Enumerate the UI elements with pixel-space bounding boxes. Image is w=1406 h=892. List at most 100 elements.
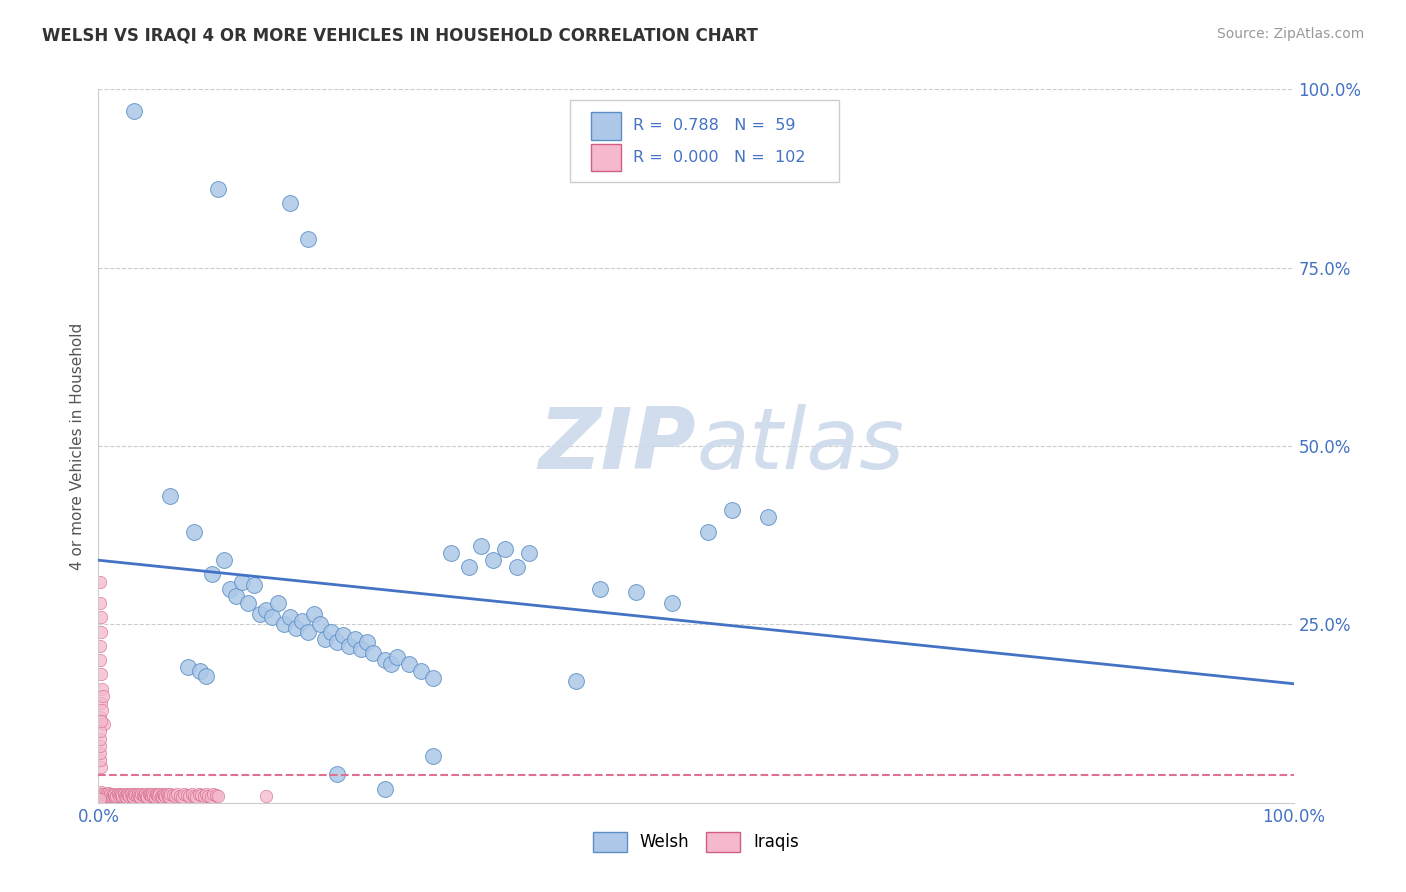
Point — [107, 789, 129, 804]
Point — [193, 789, 215, 804]
Point — [90, 667, 112, 681]
Point — [187, 787, 209, 801]
Point — [127, 787, 149, 801]
Point — [326, 767, 349, 781]
Point — [260, 610, 283, 624]
FancyBboxPatch shape — [571, 100, 839, 182]
FancyBboxPatch shape — [591, 144, 620, 171]
Point — [89, 731, 111, 746]
Point — [204, 788, 226, 802]
Point — [93, 717, 115, 731]
Point — [155, 789, 177, 804]
Point — [131, 787, 153, 801]
Point — [278, 610, 301, 624]
Point — [100, 789, 122, 804]
Point — [93, 787, 115, 801]
Point — [254, 603, 277, 617]
Point — [180, 787, 202, 801]
Point — [176, 788, 198, 802]
Point — [159, 489, 181, 503]
Point — [186, 790, 208, 805]
Point — [145, 787, 167, 801]
Point — [249, 607, 271, 621]
Point — [111, 789, 134, 804]
Point — [89, 739, 111, 753]
Point — [91, 787, 114, 801]
Text: Source: ZipAtlas.com: Source: ZipAtlas.com — [1216, 27, 1364, 41]
Point — [89, 789, 111, 803]
Point — [219, 582, 242, 596]
Point — [142, 789, 165, 803]
Point — [326, 635, 349, 649]
Point — [254, 789, 277, 803]
Point — [108, 787, 131, 801]
Point — [97, 786, 120, 800]
Point — [183, 524, 205, 539]
Point — [308, 617, 330, 632]
Point — [114, 789, 136, 803]
Point — [159, 787, 181, 801]
Point — [118, 789, 141, 804]
Point — [115, 787, 138, 801]
Point — [148, 789, 170, 804]
Point — [422, 671, 444, 685]
Point — [225, 589, 247, 603]
Point — [156, 789, 179, 803]
Point — [89, 596, 111, 610]
Point — [166, 787, 188, 801]
Point — [697, 524, 720, 539]
Point — [297, 232, 319, 246]
Point — [121, 789, 143, 803]
Point — [626, 585, 648, 599]
Point — [202, 787, 225, 801]
Point — [339, 639, 361, 653]
Point — [149, 789, 172, 803]
Point — [332, 628, 354, 642]
Point — [565, 674, 588, 689]
Point — [344, 632, 367, 646]
Point — [494, 542, 516, 557]
Point — [141, 787, 163, 801]
Point — [110, 788, 132, 802]
Point — [207, 789, 229, 804]
Point — [440, 546, 463, 560]
Text: ZIP: ZIP — [538, 404, 696, 488]
Y-axis label: 4 or more Vehicles in Household: 4 or more Vehicles in Household — [69, 322, 84, 570]
Point — [172, 790, 194, 805]
Point — [321, 624, 343, 639]
Point — [458, 560, 481, 574]
Point — [125, 789, 148, 804]
Point — [146, 788, 169, 802]
Point — [150, 790, 173, 805]
Point — [112, 787, 135, 801]
Point — [101, 787, 124, 801]
Point — [136, 790, 159, 805]
Point — [122, 790, 145, 805]
Text: WELSH VS IRAQI 4 OR MORE VEHICLES IN HOUSEHOLD CORRELATION CHART: WELSH VS IRAQI 4 OR MORE VEHICLES IN HOU… — [42, 27, 758, 45]
Point — [190, 788, 212, 802]
Point — [212, 553, 235, 567]
Point — [117, 788, 139, 802]
Point — [90, 610, 112, 624]
Point — [134, 787, 156, 801]
Point — [89, 653, 111, 667]
FancyBboxPatch shape — [591, 112, 620, 139]
Point — [195, 787, 218, 801]
Point — [273, 617, 295, 632]
Point — [291, 614, 314, 628]
Point — [90, 696, 112, 710]
Point — [470, 539, 492, 553]
Point — [155, 787, 177, 801]
Point — [90, 785, 112, 799]
Point — [148, 787, 170, 801]
Text: atlas: atlas — [696, 404, 904, 488]
Point — [422, 749, 444, 764]
Legend: Welsh, Iraqis: Welsh, Iraqis — [586, 825, 806, 859]
Point — [169, 789, 191, 803]
Point — [179, 789, 201, 804]
Point — [188, 664, 211, 678]
Point — [278, 196, 301, 211]
Point — [374, 653, 396, 667]
Point — [98, 787, 122, 801]
Point — [200, 790, 222, 805]
